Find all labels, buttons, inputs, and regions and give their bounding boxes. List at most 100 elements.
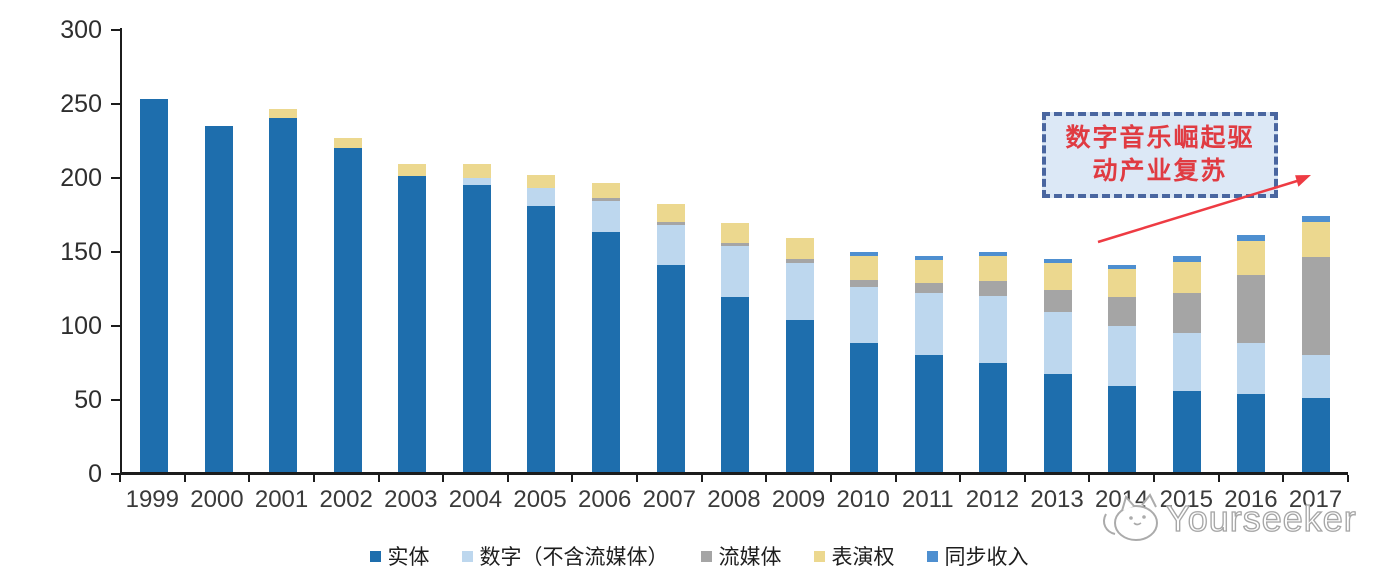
bar-segment-2010-performance_rights [850, 255, 879, 280]
x-axis-label-2011: 2011 [902, 486, 954, 513]
bar-segment-2014-streaming [1108, 297, 1137, 326]
bar-2014 [1108, 264, 1137, 472]
x-axis-label-2001: 2001 [254, 486, 309, 513]
annotation-text-line1: 数字音乐崛起驱 [1065, 124, 1255, 152]
bar-2006 [591, 183, 620, 472]
bar-segment-2007-physical [656, 264, 685, 472]
bar-2005 [527, 174, 556, 472]
y-axis-label-200: 200 [60, 163, 102, 192]
bar-segment-2006-digital_excl_streaming [591, 201, 620, 233]
bar-group-2006 [574, 28, 639, 472]
x-axis-label-2013: 2013 [1030, 486, 1084, 513]
x-tick-19 [1347, 475, 1349, 482]
bar-segment-2000-physical [204, 125, 233, 472]
bar-2015 [1172, 255, 1201, 472]
x-axis-label-2003: 2003 [384, 486, 438, 513]
x-axis-label-2007: 2007 [642, 486, 696, 513]
bar-segment-2016-digital_excl_streaming [1237, 343, 1266, 394]
bar-2009 [785, 238, 814, 472]
x-tick-6 [506, 475, 509, 482]
bar-segment-2017-physical [1301, 398, 1330, 472]
legend-label-performance_rights: 表演权 [831, 546, 895, 569]
bar-segment-2005-digital_excl_streaming [527, 187, 556, 206]
bar-segment-2007-streaming [656, 221, 685, 225]
bar-segment-2001-physical [269, 118, 298, 472]
x-tick-17 [1217, 475, 1220, 482]
bar-segment-2017-streaming [1301, 257, 1330, 356]
bar-2000 [204, 125, 233, 472]
bar-2012 [979, 251, 1008, 472]
y-tick-150 [111, 250, 120, 253]
bar-segment-2016-streaming [1237, 275, 1266, 344]
bar-group-2004 [445, 28, 510, 472]
bar-group-2007 [638, 28, 703, 472]
bar-segment-2011-digital_excl_streaming [914, 292, 943, 356]
bar-2016 [1237, 235, 1266, 472]
plot-area [120, 28, 1348, 475]
legend-swatch-digital_excl_streaming [461, 550, 473, 562]
bar-segment-2013-streaming [1043, 289, 1072, 313]
bar-2013 [1043, 258, 1072, 472]
y-axis-label-100: 100 [60, 311, 102, 340]
y-axis-label-300: 300 [60, 15, 102, 44]
legend-swatch-physical [369, 550, 381, 562]
bar-1999 [140, 99, 169, 472]
bar-2017 [1301, 216, 1330, 472]
x-tick-12 [894, 475, 897, 482]
bar-group-2005 [509, 28, 574, 472]
bar-segment-2003-performance_rights [398, 164, 427, 176]
bar-2010 [850, 251, 879, 472]
bar-segment-2009-physical [785, 319, 814, 472]
y-axis-label-0: 0 [88, 459, 102, 488]
watermark: Yourseeker [1098, 492, 1357, 546]
x-axis-label-2015: 2015 [1159, 486, 1213, 513]
y-tick-200 [111, 176, 120, 179]
x-tick-11 [829, 475, 832, 482]
bar-segment-2004-digital_excl_streaming [462, 177, 491, 185]
bar-segment-2011-sync_revenue [914, 255, 943, 261]
bar-2001 [269, 109, 298, 472]
bar-segment-2015-performance_rights [1172, 261, 1201, 293]
bar-segment-2012-digital_excl_streaming [979, 295, 1008, 363]
bar-segment-2013-sync_revenue [1043, 258, 1072, 264]
bar-segment-2014-performance_rights [1108, 269, 1137, 298]
bar-2011 [914, 255, 943, 472]
bar-segment-2005-performance_rights [527, 174, 556, 188]
x-tick-5 [442, 475, 445, 482]
bar-2003 [398, 164, 427, 472]
legend-swatch-sync_revenue [926, 550, 938, 562]
bar-segment-2012-streaming [979, 281, 1008, 296]
x-tick-16 [1153, 475, 1156, 482]
bar-2007 [656, 204, 685, 472]
x-tick-7 [571, 475, 574, 482]
bar-group-2013 [1025, 28, 1090, 472]
bar-segment-2008-streaming [721, 242, 750, 246]
x-axis-label-2009: 2009 [771, 486, 826, 513]
legend-item-performance_rights: 表演权 [813, 541, 895, 571]
x-tick-18 [1282, 475, 1285, 482]
bar-segment-2010-digital_excl_streaming [850, 287, 879, 344]
bar-group-2012 [961, 28, 1026, 472]
bar-segment-2002-performance_rights [333, 137, 362, 148]
bar-segment-2016-performance_rights [1237, 241, 1266, 276]
y-axis-label-50: 50 [74, 385, 102, 414]
bar-2002 [333, 137, 362, 472]
x-tick-14 [1023, 475, 1026, 482]
bar-segment-2004-performance_rights [462, 164, 491, 178]
legend: 实体 数字（不含流媒体） 流媒体 表演权 同步收入 [0, 541, 1398, 571]
x-tick-3 [312, 475, 315, 482]
bar-segment-2006-performance_rights [591, 183, 620, 199]
x-axis-label-2000: 2000 [190, 486, 244, 513]
legend-item-sync_revenue: 同步收入 [926, 541, 1029, 571]
legend-label-sync_revenue: 同步收入 [944, 546, 1029, 569]
bar-segment-2012-sync_revenue [979, 251, 1008, 256]
yourseeker-cat-logo-icon [1103, 493, 1158, 541]
bar-segment-2014-digital_excl_streaming [1108, 325, 1137, 387]
bar-segment-2007-performance_rights [656, 204, 685, 222]
legend-swatch-streaming [700, 550, 712, 562]
bar-2008 [721, 223, 750, 472]
bar-segment-2015-digital_excl_streaming [1172, 332, 1201, 391]
bar-group-2017 [1284, 28, 1349, 472]
bar-segment-2012-physical [979, 362, 1008, 472]
bar-segment-2013-performance_rights [1043, 263, 1072, 290]
